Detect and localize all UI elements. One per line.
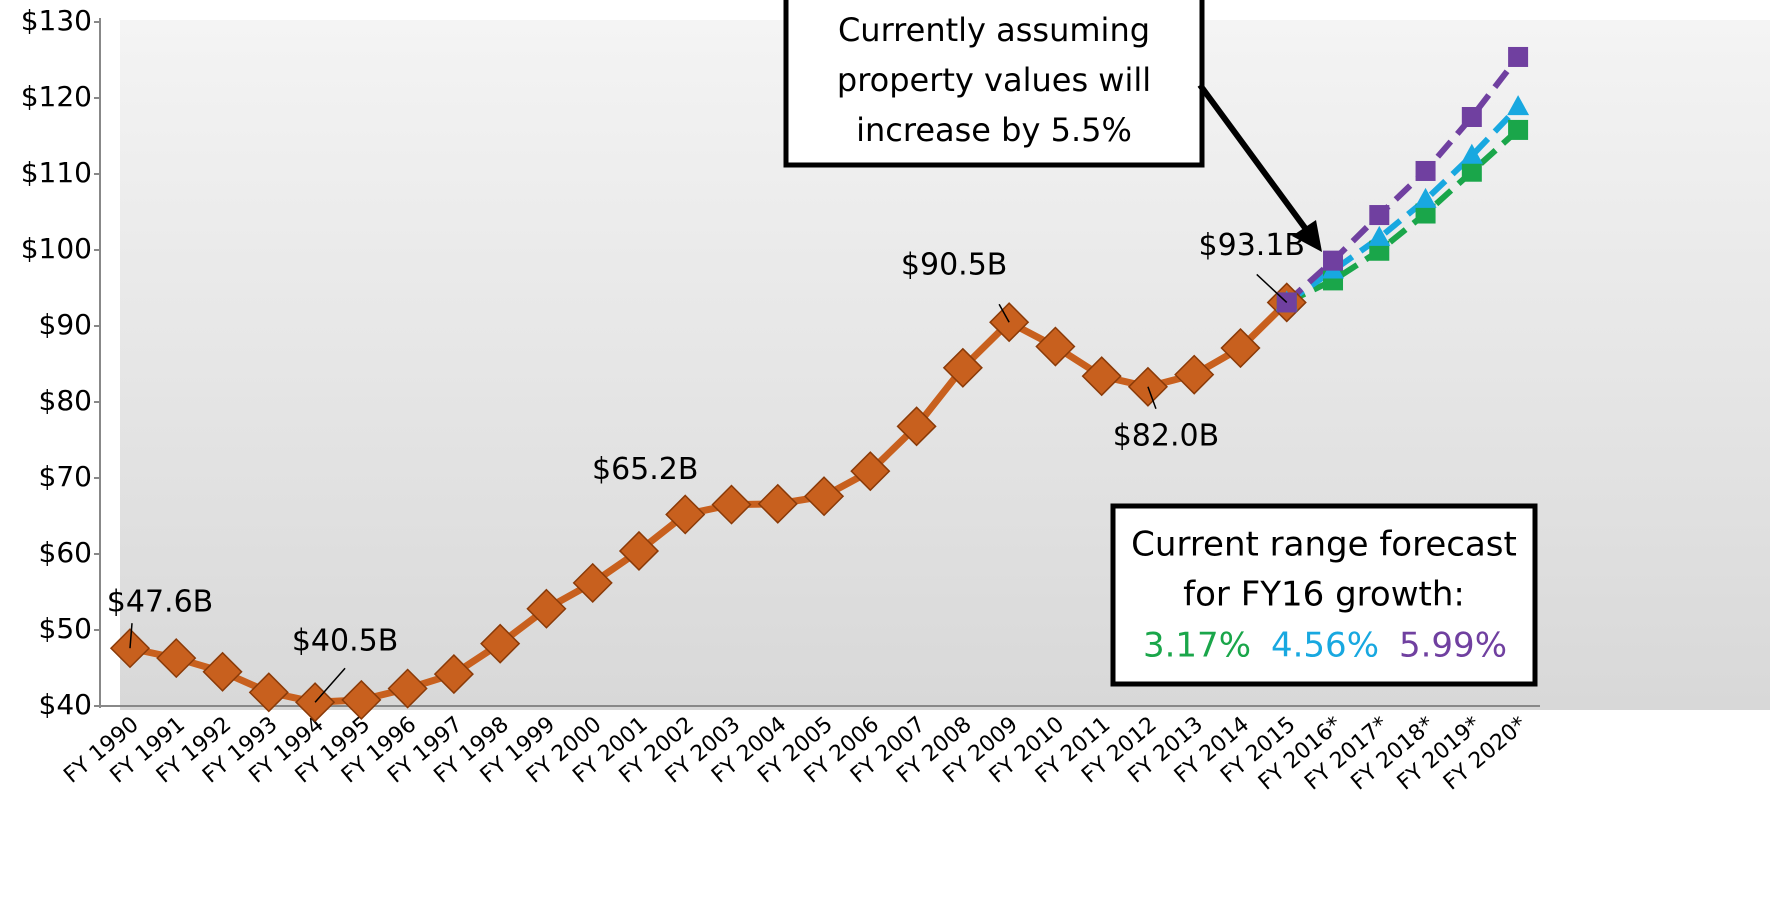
y-tick-label: $100 <box>21 232 92 265</box>
point-marker <box>1462 107 1482 127</box>
point-marker <box>1508 120 1528 140</box>
data-label: $90.5B <box>901 248 1007 283</box>
legend-title: Current range forecast <box>1131 525 1517 565</box>
legend-entry: 3.17% <box>1143 626 1251 666</box>
chart: $40$50$60$70$80$90$100$110$120$130FY 199… <box>0 0 1773 913</box>
y-tick-label: $60 <box>39 536 92 569</box>
page: $40$50$60$70$80$90$100$110$120$130FY 199… <box>0 0 1773 913</box>
legend-title: for FY16 growth: <box>1183 575 1465 615</box>
data-label: $82.0B <box>1113 418 1219 453</box>
y-tick-label: $120 <box>21 80 92 113</box>
data-label: $40.5B <box>292 624 398 659</box>
point-marker <box>1462 162 1482 182</box>
data-label: $65.2B <box>592 452 698 487</box>
y-tick-label: $110 <box>21 156 92 189</box>
point-marker <box>1369 205 1389 225</box>
legend-entry: 4.56% <box>1271 626 1379 666</box>
callout-text: increase by 5.5% <box>856 111 1132 149</box>
point-marker <box>1416 161 1436 181</box>
y-tick-label: $130 <box>21 4 92 37</box>
legend-entry: 5.99% <box>1399 626 1507 666</box>
y-tick-label: $50 <box>39 612 92 645</box>
point-marker <box>1508 47 1528 67</box>
callout-text: Currently assuming <box>838 11 1150 49</box>
y-tick-label: $80 <box>39 384 92 417</box>
y-tick-label: $40 <box>39 688 92 721</box>
callout-text: property values will <box>837 61 1151 99</box>
y-tick-label: $70 <box>39 460 92 493</box>
y-tick-label: $90 <box>39 308 92 341</box>
data-label: $93.1B <box>1199 228 1305 263</box>
data-label: $47.6B <box>107 585 213 620</box>
point-marker <box>1323 251 1343 271</box>
